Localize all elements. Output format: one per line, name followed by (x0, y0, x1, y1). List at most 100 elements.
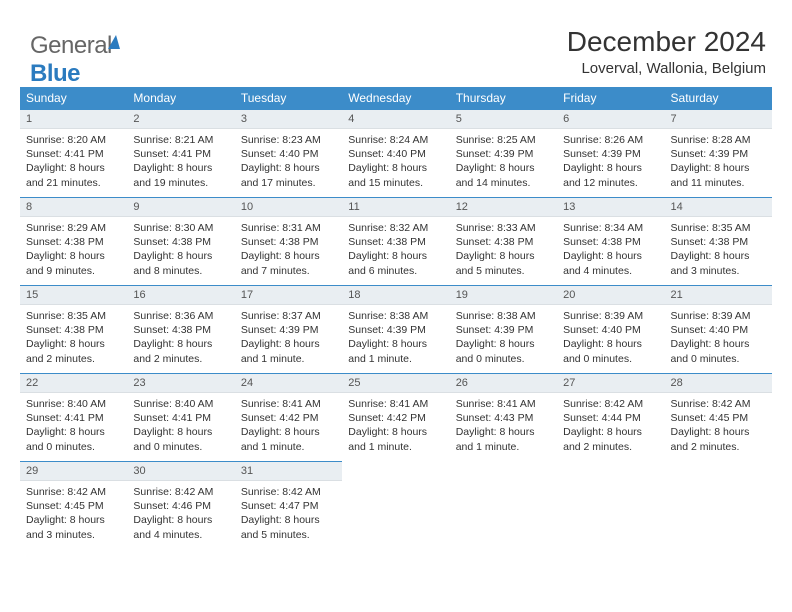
daylight-text: Daylight: 8 hours and 11 minutes. (671, 161, 766, 189)
sunset-text: Sunset: 4:38 PM (456, 235, 551, 249)
calendar-cell: 19Sunrise: 8:38 AMSunset: 4:39 PMDayligh… (450, 285, 557, 373)
day-details: Sunrise: 8:30 AMSunset: 4:38 PMDaylight:… (127, 217, 234, 284)
day-number: 28 (665, 373, 772, 393)
day-number: 26 (450, 373, 557, 393)
sunrise-text: Sunrise: 8:31 AM (241, 221, 336, 235)
day-header: Wednesday (342, 87, 449, 109)
day-details: Sunrise: 8:26 AMSunset: 4:39 PMDaylight:… (557, 129, 664, 196)
sunrise-text: Sunrise: 8:20 AM (26, 133, 121, 147)
sunset-text: Sunset: 4:45 PM (26, 499, 121, 513)
sunrise-text: Sunrise: 8:41 AM (456, 397, 551, 411)
day-header: Tuesday (235, 87, 342, 109)
calendar-cell: 4Sunrise: 8:24 AMSunset: 4:40 PMDaylight… (342, 109, 449, 197)
calendar-cell: 12Sunrise: 8:33 AMSunset: 4:38 PMDayligh… (450, 197, 557, 285)
sunrise-text: Sunrise: 8:42 AM (671, 397, 766, 411)
daylight-text: Daylight: 8 hours and 3 minutes. (26, 513, 121, 541)
sunrise-text: Sunrise: 8:25 AM (456, 133, 551, 147)
calendar-cell: 15Sunrise: 8:35 AMSunset: 4:38 PMDayligh… (20, 285, 127, 373)
day-details: Sunrise: 8:42 AMSunset: 4:45 PMDaylight:… (665, 393, 772, 460)
day-number: 14 (665, 197, 772, 217)
calendar-cell: 6Sunrise: 8:26 AMSunset: 4:39 PMDaylight… (557, 109, 664, 197)
day-details: Sunrise: 8:29 AMSunset: 4:38 PMDaylight:… (20, 217, 127, 284)
day-number: 16 (127, 285, 234, 305)
day-number: 8 (20, 197, 127, 217)
sunrise-text: Sunrise: 8:42 AM (133, 485, 228, 499)
sunrise-text: Sunrise: 8:41 AM (241, 397, 336, 411)
day-number: 22 (20, 373, 127, 393)
day-details: Sunrise: 8:36 AMSunset: 4:38 PMDaylight:… (127, 305, 234, 372)
daylight-text: Daylight: 8 hours and 0 minutes. (456, 337, 551, 365)
sunrise-text: Sunrise: 8:32 AM (348, 221, 443, 235)
calendar-week-row: 1Sunrise: 8:20 AMSunset: 4:41 PMDaylight… (20, 109, 772, 197)
sunset-text: Sunset: 4:43 PM (456, 411, 551, 425)
calendar-cell: 26Sunrise: 8:41 AMSunset: 4:43 PMDayligh… (450, 373, 557, 461)
sunrise-text: Sunrise: 8:40 AM (26, 397, 121, 411)
calendar-cell: 11Sunrise: 8:32 AMSunset: 4:38 PMDayligh… (342, 197, 449, 285)
calendar-cell: 17 Sunrise: 8:37 AMSunset: 4:39 PMDayligh… (235, 285, 342, 373)
day-number: 17 (235, 285, 342, 305)
calendar-cell: 7Sunrise: 8:28 AMSunset: 4:39 PMDaylight… (665, 109, 772, 197)
daylight-text: Daylight: 8 hours and 2 minutes. (563, 425, 658, 453)
sunrise-text: Sunrise: 8:26 AM (563, 133, 658, 147)
sunset-text: Sunset: 4:38 PM (26, 235, 121, 249)
calendar-cell: 13Sunrise: 8:34 AMSunset: 4:38 PMDayligh… (557, 197, 664, 285)
sunrise-text: Sunrise: 8:40 AM (133, 397, 228, 411)
sunrise-text: Sunrise: 8:23 AM (241, 133, 336, 147)
calendar-cell: 3Sunrise: 8:23 AMSunset: 4:40 PMDaylight… (235, 109, 342, 197)
day-number: 30 (127, 461, 234, 481)
calendar-cell: 25Sunrise: 8:41 AMSunset: 4:42 PMDayligh… (342, 373, 449, 461)
calendar-cell (450, 461, 557, 549)
day-details: Sunrise: 8:41 AMSunset: 4:42 PMDaylight:… (235, 393, 342, 460)
day-number: 6 (557, 109, 664, 129)
day-details: Sunrise: 8:35 AMSunset: 4:38 PMDaylight:… (665, 217, 772, 284)
sunset-text: Sunset: 4:41 PM (26, 411, 121, 425)
daylight-text: Daylight: 8 hours and 12 minutes. (563, 161, 658, 189)
calendar-week-row: 15Sunrise: 8:35 AMSunset: 4:38 PMDayligh… (20, 285, 772, 373)
calendar-cell: 22Sunrise: 8:40 AMSunset: 4:41 PMDayligh… (20, 373, 127, 461)
daylight-text: Daylight: 8 hours and 0 minutes. (563, 337, 658, 365)
calendar-cell: 18Sunrise: 8:38 AMSunset: 4:39 PMDayligh… (342, 285, 449, 373)
calendar-cell: 2Sunrise: 8:21 AMSunset: 4:41 PMDaylight… (127, 109, 234, 197)
sunset-text: Sunset: 4:39 PM (241, 323, 336, 337)
sunset-text: Sunset: 4:38 PM (26, 323, 121, 337)
sunrise-text: Sunrise: 8:37 AM (241, 309, 336, 323)
day-details: Sunrise: 8:38 AMSunset: 4:39 PMDaylight:… (450, 305, 557, 372)
page-header: December 2024 Loverval, Wallonia, Belgiu… (20, 26, 772, 77)
sunrise-text: Sunrise: 8:28 AM (671, 133, 766, 147)
sunset-text: Sunset: 4:38 PM (671, 235, 766, 249)
sunrise-text: Sunrise: 8:24 AM (348, 133, 443, 147)
sunset-text: Sunset: 4:40 PM (348, 147, 443, 161)
day-details: Sunrise: 8:42 AMSunset: 4:46 PMDaylight:… (127, 481, 234, 548)
daylight-text: Daylight: 8 hours and 8 minutes. (133, 249, 228, 277)
day-header: Thursday (450, 87, 557, 109)
sunset-text: Sunset: 4:44 PM (563, 411, 658, 425)
calendar-week-row: 22Sunrise: 8:40 AMSunset: 4:41 PMDayligh… (20, 373, 772, 461)
calendar-week-row: 8Sunrise: 8:29 AMSunset: 4:38 PMDaylight… (20, 197, 772, 285)
day-header: Sunday (20, 87, 127, 109)
calendar-cell: 16Sunrise: 8:36 AMSunset: 4:38 PMDayligh… (127, 285, 234, 373)
day-number: 23 (127, 373, 234, 393)
day-details: Sunrise: 8:40 AMSunset: 4:41 PMDaylight:… (127, 393, 234, 460)
day-details: Sunrise: 8:34 AMSunset: 4:38 PMDaylight:… (557, 217, 664, 284)
day-number: 7 (665, 109, 772, 129)
day-number: 12 (450, 197, 557, 217)
day-details: Sunrise: 8:24 AMSunset: 4:40 PMDaylight:… (342, 129, 449, 196)
day-number: 4 (342, 109, 449, 129)
sunset-text: Sunset: 4:39 PM (456, 147, 551, 161)
daylight-text: Daylight: 8 hours and 1 minute. (241, 337, 336, 365)
calendar-cell (665, 461, 772, 549)
daylight-text: Daylight: 8 hours and 19 minutes. (133, 161, 228, 189)
brand-part1: General (30, 32, 112, 59)
calendar-cell: 23Sunrise: 8:40 AMSunset: 4:41 PMDayligh… (127, 373, 234, 461)
day-number: 25 (342, 373, 449, 393)
location-label: Loverval, Wallonia, Belgium (20, 60, 766, 77)
page-title: December 2024 (20, 26, 766, 58)
day-number: 9 (127, 197, 234, 217)
sunrise-text: Sunrise: 8:33 AM (456, 221, 551, 235)
sunset-text: Sunset: 4:38 PM (133, 323, 228, 337)
calendar-cell: 24Sunrise: 8:41 AMSunset: 4:42 PMDayligh… (235, 373, 342, 461)
sunset-text: Sunset: 4:38 PM (563, 235, 658, 249)
daylight-text: Daylight: 8 hours and 1 minute. (241, 425, 336, 453)
daylight-text: Daylight: 8 hours and 14 minutes. (456, 161, 551, 189)
sunset-text: Sunset: 4:41 PM (133, 147, 228, 161)
